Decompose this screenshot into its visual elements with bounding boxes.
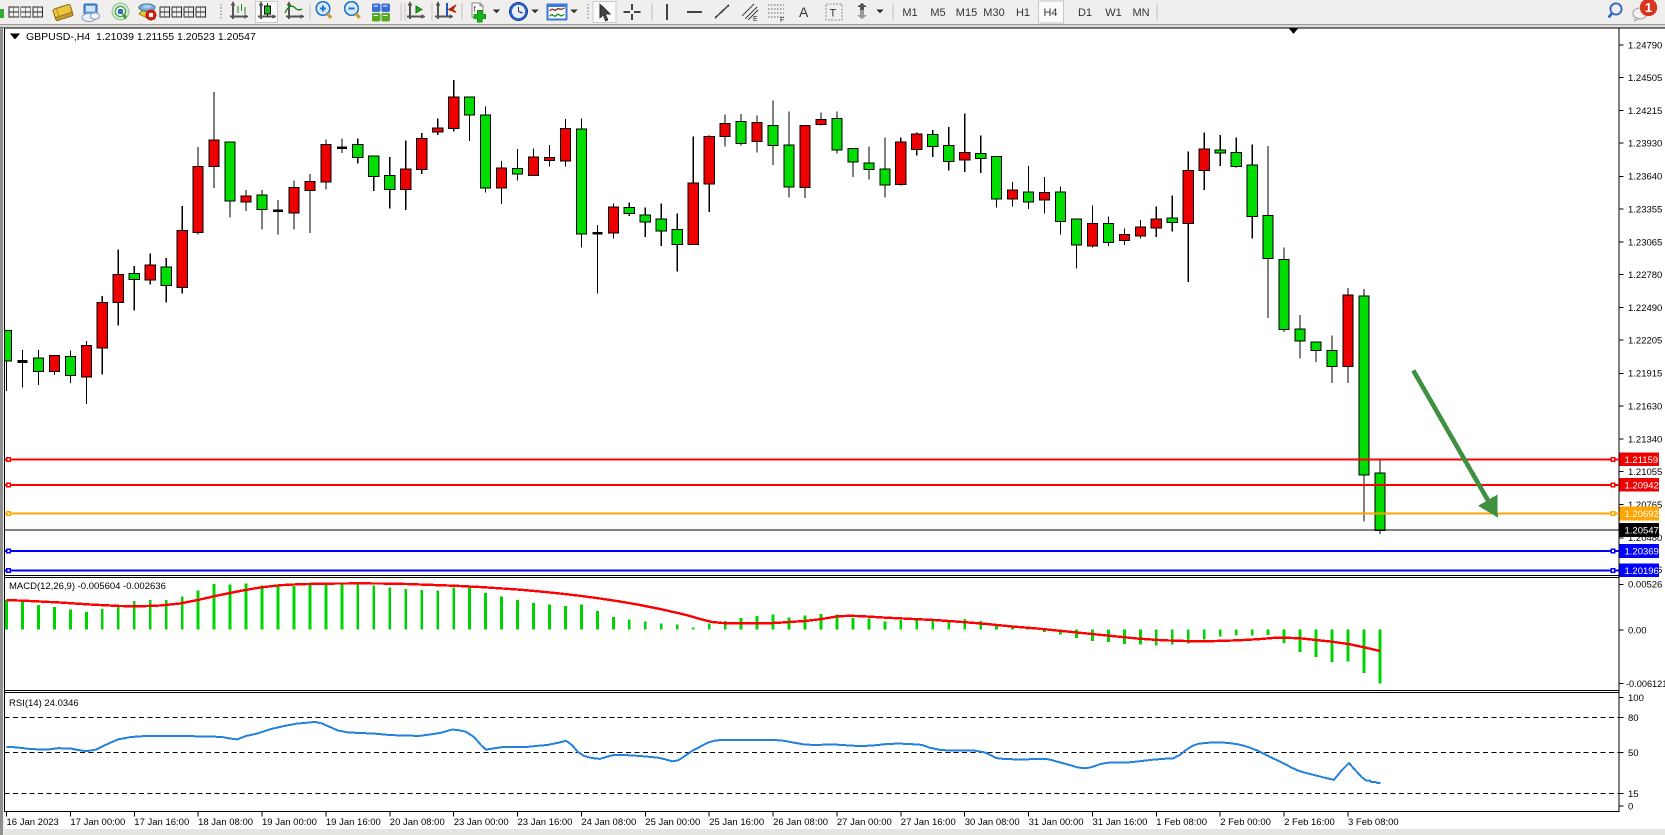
svg-text:27 Jan 16:00: 27 Jan 16:00: [901, 817, 956, 828]
svg-text:1.22780: 1.22780: [1628, 270, 1662, 281]
svg-text:16 Jan 2023: 16 Jan 2023: [7, 817, 59, 828]
svg-text:1: 1: [1645, 0, 1652, 15]
svg-text:19 Jan 00:00: 19 Jan 00:00: [262, 817, 317, 828]
svg-text:15: 15: [1628, 789, 1639, 800]
svg-text:23 Jan 00:00: 23 Jan 00:00: [454, 817, 509, 828]
svg-text:25 Jan 00:00: 25 Jan 00:00: [645, 817, 700, 828]
svg-text:17 Jan 16:00: 17 Jan 16:00: [134, 817, 189, 828]
svg-text:100: 100: [1628, 693, 1644, 704]
svg-text:19 Jan 16:00: 19 Jan 16:00: [326, 817, 381, 828]
svg-text:A: A: [799, 4, 809, 20]
svg-text:20 Jan 08:00: 20 Jan 08:00: [390, 817, 445, 828]
svg-text:24 Jan 08:00: 24 Jan 08:00: [581, 817, 636, 828]
svg-text:M1: M1: [902, 7, 917, 19]
svg-text:1.20369: 1.20369: [1625, 547, 1659, 558]
svg-text:0.00526: 0.00526: [1628, 580, 1662, 591]
svg-text:1 Feb 08:00: 1 Feb 08:00: [1156, 817, 1207, 828]
svg-text:30 Jan 08:00: 30 Jan 08:00: [965, 817, 1020, 828]
svg-text:23 Jan 16:00: 23 Jan 16:00: [518, 817, 573, 828]
svg-text:F: F: [780, 17, 784, 24]
svg-text:1.23065: 1.23065: [1628, 237, 1662, 248]
svg-text:1.20692: 1.20692: [1625, 509, 1659, 520]
svg-text:25 Jan 16:00: 25 Jan 16:00: [709, 817, 764, 828]
svg-text:W1: W1: [1105, 7, 1122, 19]
svg-text:M5: M5: [930, 7, 945, 19]
svg-text:H4: H4: [1043, 7, 1057, 19]
svg-text:T: T: [830, 8, 837, 20]
svg-text:1.21055: 1.21055: [1628, 467, 1662, 478]
svg-text:3 Feb 08:00: 3 Feb 08:00: [1348, 817, 1399, 828]
svg-text:31 Jan 16:00: 31 Jan 16:00: [1093, 817, 1148, 828]
svg-text:18 Jan 08:00: 18 Jan 08:00: [198, 817, 253, 828]
svg-text:0: 0: [1628, 801, 1633, 812]
svg-text:1.20196: 1.20196: [1625, 566, 1659, 577]
svg-text:1.20765: 1.20765: [1628, 500, 1662, 511]
svg-text:MACD(12,26,9) -0.005604 -0.002: MACD(12,26,9) -0.005604 -0.002636: [9, 581, 166, 592]
svg-text:1.23355: 1.23355: [1628, 204, 1662, 215]
svg-text:1.24790: 1.24790: [1628, 40, 1662, 51]
svg-text:1.21340: 1.21340: [1628, 434, 1662, 445]
svg-text:80: 80: [1628, 713, 1639, 724]
svg-text:31 Jan 00:00: 31 Jan 00:00: [1029, 817, 1084, 828]
svg-text:26 Jan 08:00: 26 Jan 08:00: [773, 817, 828, 828]
svg-text:D1: D1: [1078, 7, 1092, 19]
svg-text:0.00: 0.00: [1628, 625, 1647, 636]
svg-text:1.24215: 1.24215: [1628, 106, 1662, 117]
svg-text:-0.006121: -0.006121: [1626, 679, 1665, 689]
svg-text:f: f: [474, 5, 477, 14]
svg-text:GBPUSD-,H4 1.21039 1.21155 1.: GBPUSD-,H4 1.21039 1.21155 1.20523 1.205…: [26, 31, 256, 43]
svg-text:1.20480: 1.20480: [1628, 533, 1662, 544]
svg-text:M30: M30: [983, 7, 1004, 19]
svg-text:27 Jan 00:00: 27 Jan 00:00: [837, 817, 892, 828]
svg-text:1.21915: 1.21915: [1628, 369, 1662, 380]
svg-text:1.20547: 1.20547: [1625, 526, 1659, 537]
svg-text:1.21159: 1.21159: [1625, 455, 1659, 466]
svg-text:1.22205: 1.22205: [1628, 336, 1662, 347]
svg-text:1.22490: 1.22490: [1628, 303, 1662, 314]
svg-text:RSI(14) 24.0346: RSI(14) 24.0346: [9, 698, 79, 709]
svg-text:1.24505: 1.24505: [1628, 73, 1662, 84]
svg-text:1.21630: 1.21630: [1628, 401, 1662, 412]
svg-text:MN: MN: [1132, 7, 1149, 19]
svg-text:50: 50: [1628, 748, 1639, 759]
svg-text:1.20942: 1.20942: [1625, 481, 1659, 492]
svg-text:1.23930: 1.23930: [1628, 139, 1662, 150]
svg-text:2 Feb 00:00: 2 Feb 00:00: [1220, 817, 1271, 828]
svg-text:E: E: [753, 16, 758, 23]
svg-text:H1: H1: [1016, 7, 1030, 19]
svg-text:2 Feb 16:00: 2 Feb 16:00: [1284, 817, 1335, 828]
svg-text:17 Jan 00:00: 17 Jan 00:00: [70, 817, 125, 828]
svg-text:1.23640: 1.23640: [1628, 172, 1662, 183]
svg-text:M15: M15: [956, 7, 977, 19]
